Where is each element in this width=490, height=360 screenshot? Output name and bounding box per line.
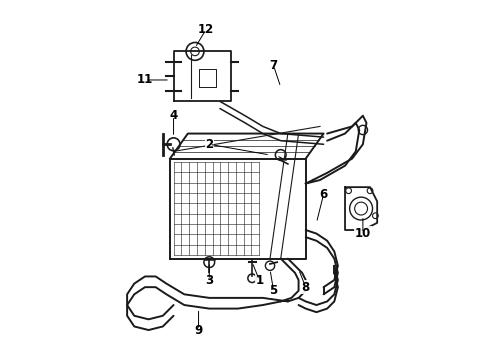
Text: 9: 9: [195, 324, 203, 337]
Text: 12: 12: [197, 23, 214, 36]
Text: 3: 3: [205, 274, 213, 287]
Text: 7: 7: [270, 59, 278, 72]
Text: 4: 4: [170, 109, 178, 122]
Text: 1: 1: [255, 274, 263, 287]
Text: 2: 2: [205, 138, 213, 151]
Text: 8: 8: [302, 281, 310, 294]
Text: 5: 5: [270, 284, 278, 297]
Text: 11: 11: [137, 73, 153, 86]
Text: 10: 10: [355, 227, 371, 240]
Text: 6: 6: [319, 188, 328, 201]
